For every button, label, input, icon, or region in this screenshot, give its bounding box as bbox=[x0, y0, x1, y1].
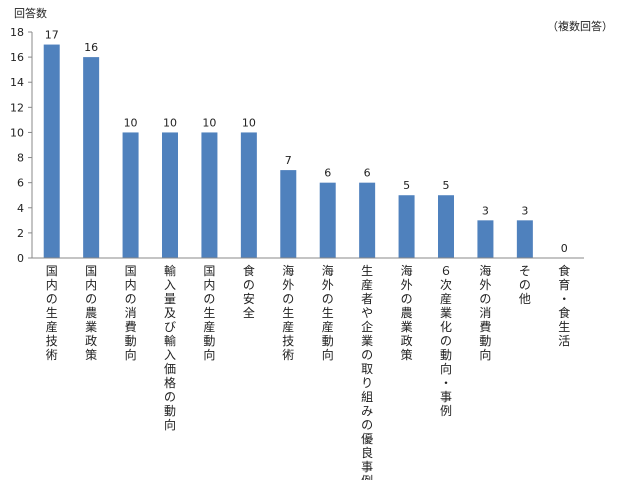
bar bbox=[319, 182, 336, 258]
bar bbox=[438, 195, 454, 258]
category-label: 国内の消費動向 bbox=[125, 264, 137, 362]
data-labels: 17 16 10 10 10 10 7 6 6 5 5 3 3 0 bbox=[45, 29, 568, 255]
category-label: 食の安全 bbox=[243, 263, 255, 320]
data-label: 3 bbox=[521, 204, 528, 217]
bar bbox=[516, 220, 533, 258]
data-label: 10 bbox=[242, 116, 256, 129]
category-label: 国内の生産技術 bbox=[46, 264, 58, 362]
y-axis-ticks: 0 2 4 6 8 10 12 14 16 18 bbox=[10, 26, 32, 265]
y-tick-label: 10 bbox=[10, 126, 24, 139]
category-label: 生産者や企業の取り組みの優良事例 bbox=[361, 264, 373, 480]
bar bbox=[201, 132, 218, 258]
category-label: 国内の農業政策 bbox=[85, 264, 97, 362]
category-label: 海外の消費動向 bbox=[479, 263, 491, 362]
data-label: 16 bbox=[84, 41, 98, 54]
data-label: 10 bbox=[124, 116, 138, 129]
category-label: 海外の生産動向 bbox=[322, 263, 334, 362]
bar bbox=[359, 182, 376, 258]
data-label: 5 bbox=[403, 179, 410, 192]
y-tick-label: 12 bbox=[10, 101, 24, 114]
category-label: 海外の生産技術 bbox=[282, 263, 294, 362]
category-label: 国内の生産動向 bbox=[203, 264, 215, 362]
bar bbox=[280, 170, 297, 258]
category-label: 輸入量及び輸入価格の動向 bbox=[164, 263, 176, 432]
bar bbox=[122, 132, 139, 258]
bar bbox=[240, 132, 257, 258]
y-tick-label: 14 bbox=[10, 76, 24, 89]
category-label: 食育・食生活 bbox=[558, 263, 570, 348]
category-labels: 国内の生産技術 国内の農業政策 国内の消費動向 輸入量及び輸入価格の動向 国内の生産動向… bbox=[46, 263, 571, 480]
y-tick-label: 2 bbox=[17, 227, 24, 240]
chart-note: （複数回答） bbox=[547, 19, 613, 33]
data-label: 7 bbox=[285, 154, 292, 167]
y-tick-label: 18 bbox=[10, 26, 24, 39]
data-label: 6 bbox=[364, 167, 371, 180]
bars bbox=[43, 44, 533, 258]
bar bbox=[83, 57, 100, 258]
data-label: 17 bbox=[45, 29, 59, 42]
category-label: 海外の農業政策 bbox=[401, 263, 413, 362]
category-label: ６次産業化の動向・事例 bbox=[440, 264, 452, 418]
category-label: その他 bbox=[519, 264, 531, 306]
data-label: 5 bbox=[443, 179, 450, 192]
y-tick-label: 16 bbox=[10, 51, 24, 64]
y-tick-label: 8 bbox=[17, 152, 24, 165]
bar bbox=[398, 195, 415, 258]
data-label: 10 bbox=[163, 116, 177, 129]
y-tick-label: 6 bbox=[17, 177, 24, 190]
y-tick-label: 0 bbox=[17, 252, 24, 265]
bar bbox=[162, 132, 178, 258]
data-label: 6 bbox=[324, 167, 331, 180]
y-tick-label: 4 bbox=[17, 202, 24, 215]
data-label: 0 bbox=[561, 242, 568, 255]
data-label: 10 bbox=[202, 116, 216, 129]
data-label: 3 bbox=[482, 204, 489, 217]
y-axis-label: 回答数 bbox=[14, 6, 47, 20]
bar bbox=[43, 44, 60, 258]
bar bbox=[477, 220, 494, 258]
